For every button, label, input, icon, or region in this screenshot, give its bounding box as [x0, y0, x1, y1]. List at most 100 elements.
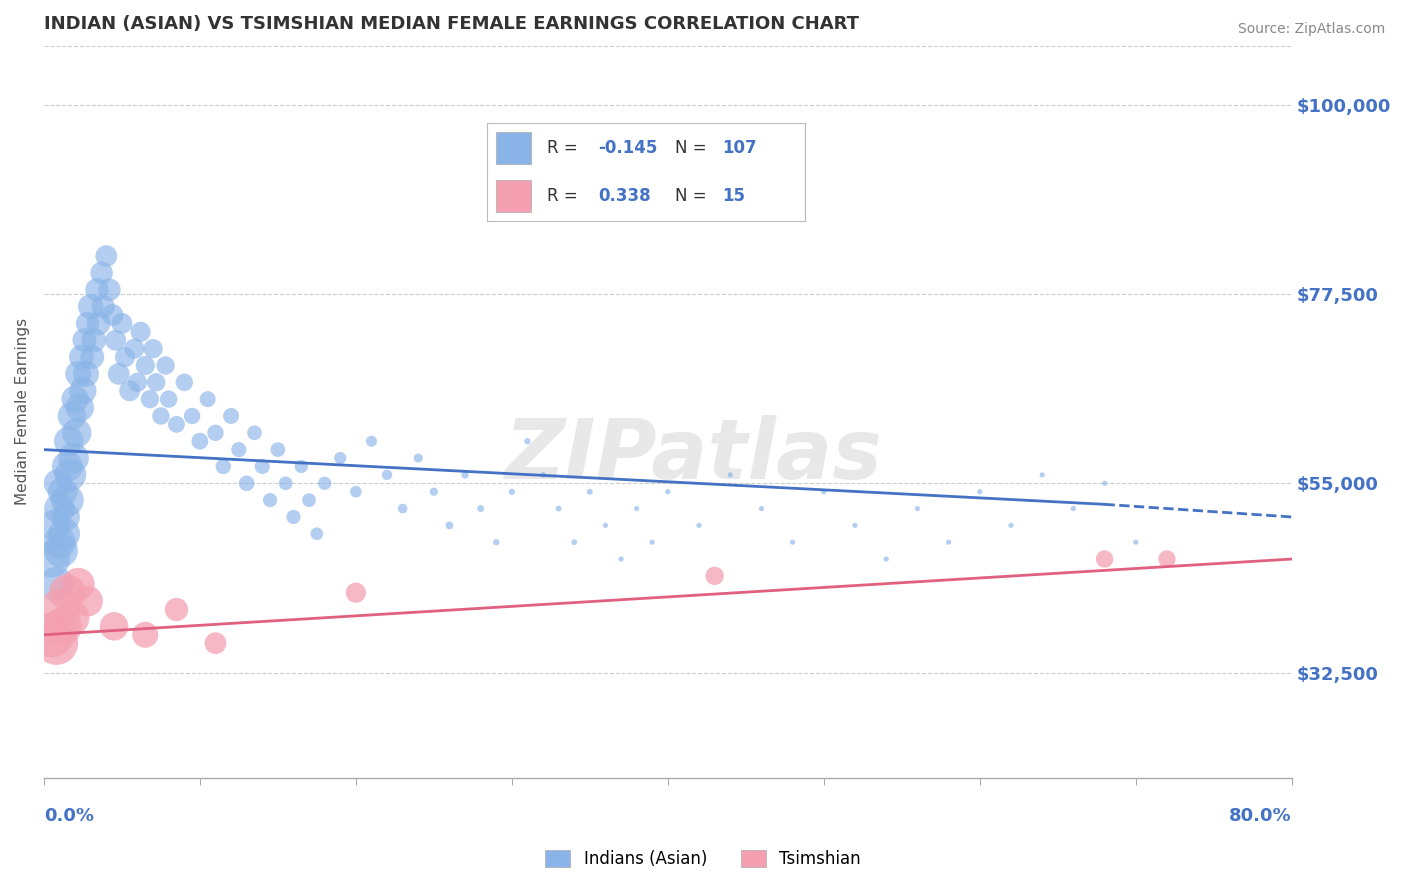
- Point: [56, 493, 79, 508]
- Point: [375, 467, 398, 482]
- Point: [72, 384, 94, 398]
- Point: [197, 392, 219, 406]
- Point: [69, 401, 91, 415]
- Point: [60, 611, 83, 625]
- Point: [134, 628, 156, 642]
- Point: [516, 434, 538, 449]
- Point: [657, 484, 679, 499]
- Point: [79, 300, 101, 314]
- Point: [329, 451, 352, 466]
- Point: [118, 384, 141, 398]
- Point: [59, 467, 82, 482]
- Point: [1031, 467, 1053, 482]
- Point: [938, 535, 960, 549]
- Point: [62, 451, 84, 466]
- Point: [157, 392, 180, 406]
- Point: [454, 467, 477, 482]
- Point: [76, 594, 98, 608]
- Point: [107, 367, 129, 381]
- Point: [267, 442, 290, 457]
- Point: [344, 585, 367, 599]
- Point: [290, 459, 312, 474]
- Point: [718, 467, 741, 482]
- Point: [423, 484, 446, 499]
- Point: [103, 619, 125, 633]
- Point: [813, 484, 835, 499]
- Point: [844, 518, 866, 533]
- Point: [641, 535, 664, 549]
- Point: [155, 359, 177, 373]
- Point: [46, 476, 69, 491]
- Point: [314, 476, 336, 491]
- Point: [101, 308, 124, 322]
- Point: [73, 333, 96, 347]
- Point: [139, 392, 162, 406]
- Point: [67, 367, 90, 381]
- Point: [470, 501, 492, 516]
- Point: [83, 333, 105, 347]
- Point: [703, 569, 725, 583]
- Point: [52, 619, 75, 633]
- Point: [124, 342, 146, 356]
- Point: [595, 518, 617, 533]
- Point: [1094, 552, 1116, 566]
- Point: [188, 434, 211, 449]
- Y-axis label: Median Female Earnings: Median Female Earnings: [15, 318, 30, 506]
- Point: [90, 266, 112, 280]
- Point: [87, 317, 110, 331]
- Point: [56, 459, 79, 474]
- Point: [166, 417, 188, 432]
- Point: [360, 434, 382, 449]
- Point: [75, 367, 97, 381]
- Point: [96, 249, 118, 263]
- Point: [53, 526, 76, 541]
- Point: [782, 535, 804, 549]
- Point: [751, 501, 773, 516]
- Point: [344, 484, 367, 499]
- Point: [562, 535, 585, 549]
- Point: [439, 518, 461, 533]
- Point: [259, 493, 281, 508]
- Point: [1000, 518, 1022, 533]
- Point: [129, 325, 152, 339]
- Point: [56, 585, 79, 599]
- Point: [283, 510, 305, 524]
- Point: [127, 376, 149, 390]
- Point: [626, 501, 648, 516]
- Legend: Indians (Asian), Tsimshian: Indians (Asian), Tsimshian: [538, 843, 868, 875]
- Point: [905, 501, 928, 516]
- Point: [204, 425, 226, 440]
- Point: [391, 501, 413, 516]
- Text: 0.0%: 0.0%: [44, 807, 94, 825]
- Point: [875, 552, 897, 566]
- Point: [55, 510, 77, 524]
- Point: [274, 476, 297, 491]
- Point: [166, 602, 188, 616]
- Point: [48, 602, 70, 616]
- Point: [104, 333, 127, 347]
- Point: [91, 300, 114, 314]
- Point: [969, 484, 991, 499]
- Text: INDIAN (ASIAN) VS TSIMSHIAN MEDIAN FEMALE EARNINGS CORRELATION CHART: INDIAN (ASIAN) VS TSIMSHIAN MEDIAN FEMAL…: [44, 15, 859, 33]
- Point: [181, 409, 204, 423]
- Point: [547, 501, 569, 516]
- Point: [298, 493, 321, 508]
- Point: [52, 484, 75, 499]
- Point: [44, 518, 66, 533]
- Point: [114, 350, 136, 364]
- Point: [63, 392, 86, 406]
- Point: [173, 376, 195, 390]
- Point: [149, 409, 172, 423]
- Point: [610, 552, 633, 566]
- Point: [76, 317, 98, 331]
- Point: [45, 636, 67, 650]
- Point: [70, 350, 93, 364]
- Point: [41, 628, 63, 642]
- Text: 80.0%: 80.0%: [1229, 807, 1292, 825]
- Point: [212, 459, 235, 474]
- Point: [406, 451, 429, 466]
- Point: [48, 501, 70, 516]
- Point: [45, 577, 67, 591]
- Point: [485, 535, 508, 549]
- Point: [252, 459, 274, 474]
